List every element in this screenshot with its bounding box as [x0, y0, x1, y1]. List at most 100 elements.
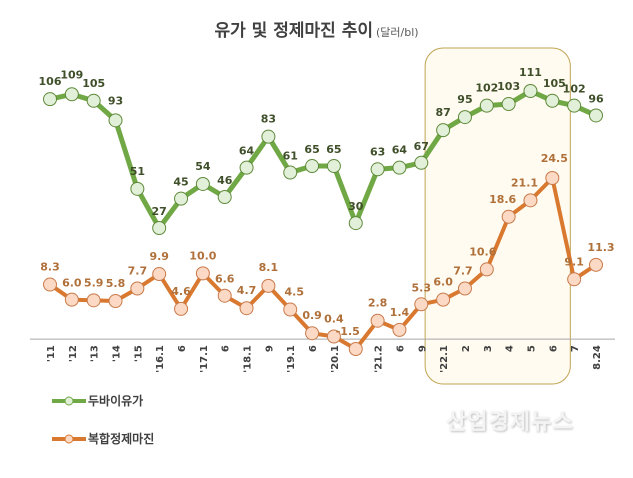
dubai-oil-data-label: 105 — [82, 77, 105, 90]
dubai-oil-point — [43, 92, 57, 107]
refining-margin-point — [348, 342, 363, 357]
dubai-oil-data-label: 87 — [435, 106, 450, 119]
dubai-oil-point — [589, 108, 603, 123]
refining-margin-point — [152, 267, 167, 282]
x-tick-label: '20.1 — [330, 345, 341, 373]
dubai-oil-point — [305, 159, 320, 174]
refining-margin-point — [64, 292, 79, 307]
dubai-oil-point — [392, 160, 407, 175]
refining-margin-data-label: 11.3 — [587, 241, 614, 254]
refining-margin-data-label: -1.5 — [336, 325, 360, 338]
x-tick-label: 8.24 — [592, 345, 603, 370]
refining-margin-point — [501, 209, 516, 224]
refining-margin-point — [217, 288, 232, 303]
dubai-oil-point — [64, 87, 79, 102]
chart-title-row: 유가 및 정제마진 추이 (달러/bl) — [0, 16, 633, 41]
refining-margin-data-label: 2.8 — [368, 297, 388, 310]
refining-margin-data-label: 0.4 — [324, 313, 344, 326]
refining-margin-point — [414, 297, 429, 312]
refining-margin-point — [195, 266, 210, 281]
refining-margin-data-label: 5.9 — [84, 276, 104, 289]
dubai-oil-data-label: 51 — [130, 165, 145, 178]
x-tick-label: '11 — [46, 345, 57, 362]
dubai-oil-point — [457, 110, 472, 125]
refining-margin-point — [86, 293, 101, 308]
dubai-oil-point — [545, 93, 560, 108]
refining-margin-data-label: 4.6 — [171, 285, 191, 298]
x-tick-label: '18.1 — [243, 345, 254, 373]
x-tick-label: 6 — [177, 345, 188, 352]
refining-margin-data-label: 4.7 — [237, 284, 257, 297]
dubai-oil-point — [195, 176, 210, 191]
legend-dubai-label: 두바이유가 — [88, 394, 144, 408]
refining-margin-data-label: 0.9 — [302, 309, 322, 322]
refining-margin-point — [326, 329, 341, 344]
dubai-oil-data-label: 102 — [475, 82, 498, 95]
refining-margin-point — [261, 278, 276, 293]
dubai-oil-point — [370, 162, 385, 177]
x-tick-label: '12 — [68, 345, 79, 362]
x-tick-label: 9 — [417, 345, 428, 352]
dubai-oil-point — [326, 159, 341, 174]
dubai-oil-data-label: 27 — [152, 205, 167, 218]
refining-margin-data-label: 10.6 — [469, 245, 496, 258]
x-tick-label: 2 — [461, 345, 472, 352]
refining-margin-point — [589, 257, 603, 272]
dubai-oil-point — [217, 190, 232, 205]
legend-margin-marker-icon — [52, 434, 86, 443]
refining-margin-point — [130, 281, 145, 296]
x-tick-label: '22.1 — [439, 345, 450, 373]
refining-margin-point — [523, 193, 538, 208]
x-tick-label: 4 — [505, 345, 516, 352]
dubai-oil-point — [86, 93, 101, 108]
refining-margin-point — [43, 277, 57, 292]
chart-unit: (달러/bl) — [375, 26, 419, 39]
refining-margin-point — [108, 293, 123, 308]
refining-margin-data-label: 1.4 — [390, 306, 410, 319]
refining-margin-data-label: 10.0 — [189, 249, 216, 262]
dubai-oil-data-label: 65 — [304, 143, 319, 156]
dubai-oil-data-label: 54 — [195, 160, 211, 173]
refining-margin-data-label: 8.1 — [259, 261, 279, 274]
x-tick-label: 6 — [395, 345, 406, 352]
refining-margin-data-label: 18.6 — [489, 193, 516, 206]
refining-margin-data-label: 4.5 — [284, 286, 304, 299]
x-tick-label: 6 — [221, 345, 232, 352]
refining-margin-point — [457, 281, 472, 296]
legend-margin-label: 복합정제마진 — [88, 432, 155, 446]
refining-margin-point — [392, 322, 407, 337]
refining-margin-data-label: 5.8 — [106, 277, 126, 290]
dubai-oil-data-label: 105 — [543, 77, 566, 90]
x-tick-label: 9 — [264, 345, 275, 352]
dubai-oil-point — [130, 181, 145, 196]
refining-margin-data-label: 7.7 — [128, 264, 148, 277]
dubai-oil-data-label: 45 — [173, 176, 188, 189]
dubai-oil-point — [501, 97, 516, 112]
dubai-oil-data-label: 109 — [60, 68, 83, 81]
dubai-oil-data-label: 64 — [239, 145, 255, 158]
x-tick-label: '21.2 — [374, 345, 385, 373]
refining-margin-data-label: 7.7 — [453, 264, 473, 277]
x-tick-label: '19.1 — [286, 345, 297, 373]
refining-margin-point — [305, 326, 320, 341]
refining-margin-data-label: 5.3 — [412, 281, 432, 294]
refining-margin-data-label: 21.1 — [511, 176, 538, 189]
x-tick-label: '14 — [112, 345, 123, 362]
highlight-box — [424, 47, 571, 385]
dubai-oil-data-label: 65 — [326, 143, 341, 156]
dubai-oil-point — [152, 221, 167, 236]
refining-margin-data-label: 8.3 — [40, 261, 60, 274]
dubai-oil-data-label: 95 — [457, 93, 472, 106]
x-tick-label: 5 — [526, 345, 537, 352]
x-tick-label: '13 — [90, 345, 101, 362]
dubai-oil-data-label: 111 — [519, 66, 542, 79]
x-tick-label: 6 — [548, 345, 559, 352]
dubai-oil-data-label: 64 — [392, 144, 408, 157]
refining-margin-point — [239, 301, 254, 316]
refining-margin-data-label: 9.1 — [564, 255, 584, 268]
legend-dubai-marker-icon — [52, 396, 86, 405]
dubai-oil-point — [348, 216, 363, 231]
dubai-oil-point — [283, 165, 298, 180]
dubai-oil-data-label: 63 — [370, 145, 385, 158]
